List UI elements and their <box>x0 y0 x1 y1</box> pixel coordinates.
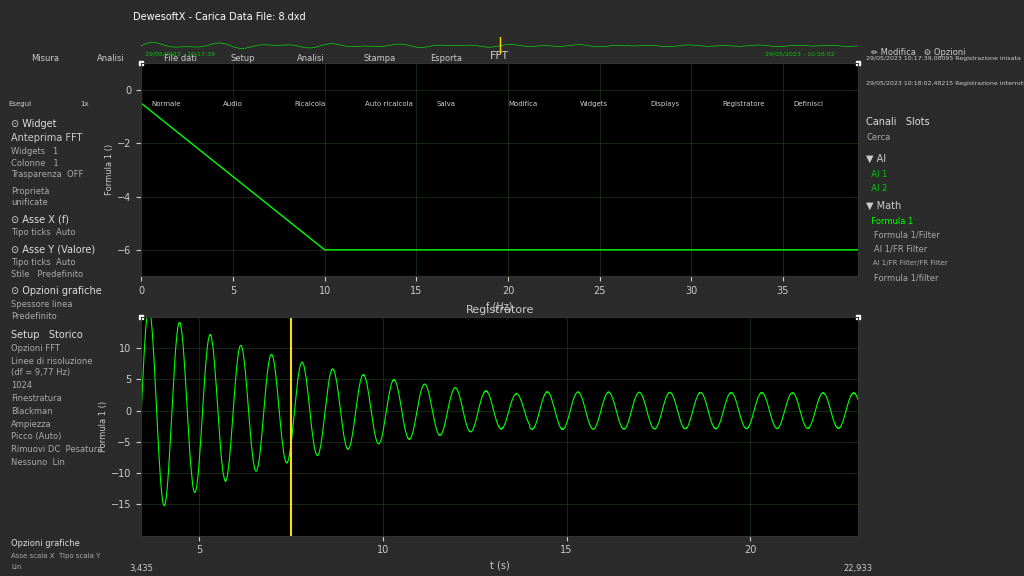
Text: 1x: 1x <box>80 101 88 107</box>
Text: ⊙ Asse Y (Valore): ⊙ Asse Y (Valore) <box>11 244 95 255</box>
Text: Ampiezza: Ampiezza <box>11 420 52 429</box>
Text: ▼ AI: ▼ AI <box>866 154 887 164</box>
Text: Colonne   1: Colonne 1 <box>11 158 59 168</box>
Text: Formula 1/Filter: Formula 1/Filter <box>866 230 940 240</box>
Text: Predefinito: Predefinito <box>11 312 57 321</box>
Text: 22,933: 22,933 <box>844 564 872 573</box>
Text: Opzioni FFT: Opzioni FFT <box>11 344 60 353</box>
Text: Registratore: Registratore <box>722 101 765 107</box>
X-axis label: f (Hz): f (Hz) <box>486 302 513 312</box>
Text: Esporta: Esporta <box>430 54 462 63</box>
Text: Blackman: Blackman <box>11 407 53 416</box>
Text: Cerca: Cerca <box>866 133 891 142</box>
Text: Canali   Slots: Canali Slots <box>866 117 930 127</box>
Text: Audio: Audio <box>222 101 243 107</box>
Text: Esegui: Esegui <box>8 101 32 107</box>
Text: 29/05/2023 10:17:39,08095 Registrazione inisata: 29/05/2023 10:17:39,08095 Registrazione … <box>866 56 1021 61</box>
Text: ▼ Math: ▼ Math <box>866 200 902 210</box>
Text: Rimuovi DC  Pesatura: Rimuovi DC Pesatura <box>11 445 102 454</box>
Text: Misura: Misura <box>31 54 58 63</box>
Text: Widgets: Widgets <box>580 101 607 107</box>
Text: Modifica: Modifica <box>508 101 538 107</box>
Title: Registratore: Registratore <box>466 305 534 314</box>
Text: Proprietà: Proprietà <box>11 187 50 195</box>
Text: Linee di risoluzione: Linee di risoluzione <box>11 357 93 366</box>
Text: Nessuno  Lin: Nessuno Lin <box>11 458 66 467</box>
Y-axis label: Formula 1 (): Formula 1 () <box>99 401 109 452</box>
Text: Asse scala X  Tipo scala Y: Asse scala X Tipo scala Y <box>11 553 100 559</box>
Text: Finestratura: Finestratura <box>11 394 62 403</box>
Text: Opzioni grafiche: Opzioni grafiche <box>11 539 80 548</box>
Text: DewesoftX - Carica Data File: 8.dxd: DewesoftX - Carica Data File: 8.dxd <box>133 12 306 22</box>
Text: AI 2: AI 2 <box>866 184 888 193</box>
Text: Auto ricalcola: Auto ricalcola <box>366 101 413 107</box>
Text: Analisi: Analisi <box>97 54 125 63</box>
Text: AI 1: AI 1 <box>866 170 888 179</box>
Text: Formula 1: Formula 1 <box>866 217 913 226</box>
Text: Normale: Normale <box>152 101 180 107</box>
Text: Formula 1/filter: Formula 1/filter <box>866 274 939 283</box>
Text: Picco (Auto): Picco (Auto) <box>11 432 61 441</box>
Text: Tipo ticks  Auto: Tipo ticks Auto <box>11 259 76 267</box>
Text: Setup   Storico: Setup Storico <box>11 330 83 340</box>
Text: 3,435: 3,435 <box>129 564 154 573</box>
Text: 29/05/2023 - 10:18:02: 29/05/2023 - 10:18:02 <box>765 52 835 56</box>
Text: unificate: unificate <box>11 198 48 207</box>
Text: Spessore linea: Spessore linea <box>11 300 73 309</box>
Text: ⊙ Asse X (f): ⊙ Asse X (f) <box>11 214 70 224</box>
Text: Ricalcola: Ricalcola <box>294 101 326 107</box>
Text: AI 1/FR Filter/FR Filter: AI 1/FR Filter/FR Filter <box>866 260 948 266</box>
Text: (df = 9,77 Hz): (df = 9,77 Hz) <box>11 368 71 377</box>
Text: Lin: Lin <box>11 564 22 570</box>
Text: Anteprima FFT: Anteprima FFT <box>11 133 83 143</box>
Text: 29/05/2023 10:18:02,48215 Registrazione interrotta: 29/05/2023 10:18:02,48215 Registrazione … <box>866 81 1024 86</box>
Y-axis label: Formula 1 (): Formula 1 () <box>105 145 115 195</box>
Text: AI 1/FR Filter: AI 1/FR Filter <box>866 244 928 253</box>
Text: Tipo ticks  Auto: Tipo ticks Auto <box>11 228 76 237</box>
Text: Stampa: Stampa <box>364 54 395 63</box>
Text: Definisci: Definisci <box>794 101 823 107</box>
Text: ⊙ Widget: ⊙ Widget <box>11 119 56 129</box>
Text: Stile   Predefinito: Stile Predefinito <box>11 270 83 279</box>
Text: Widgets   1: Widgets 1 <box>11 147 58 156</box>
Text: ⊙ Opzioni grafiche: ⊙ Opzioni grafiche <box>11 286 102 296</box>
Text: Displays: Displays <box>651 101 680 107</box>
Text: File dati: File dati <box>164 54 197 63</box>
Title: FFT: FFT <box>490 51 509 61</box>
Text: Setup: Setup <box>230 54 255 63</box>
Text: Trasparenza  OFF: Trasparenza OFF <box>11 170 84 179</box>
Text: 1024: 1024 <box>11 381 33 391</box>
Text: 29/05/2023 - 10:17:39: 29/05/2023 - 10:17:39 <box>145 52 215 56</box>
Text: ✏ Modifica   ⚙ Opzioni: ✏ Modifica ⚙ Opzioni <box>871 48 966 58</box>
Text: Salva: Salva <box>436 101 456 107</box>
Text: Analisi: Analisi <box>297 54 325 63</box>
X-axis label: t (s): t (s) <box>489 561 510 571</box>
